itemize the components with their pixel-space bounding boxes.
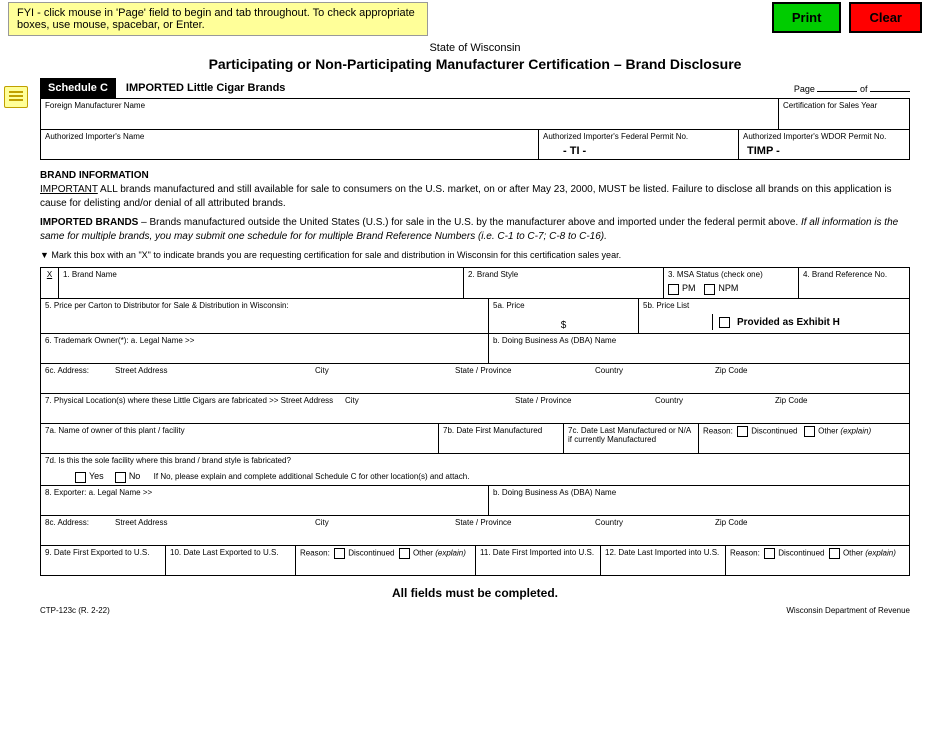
imported-text: IMPORTED BRANDS – Brands manufactured ou…: [40, 216, 910, 243]
field-6c-address[interactable]: 6c. Address: Street Address City State /…: [41, 363, 909, 393]
field-7b-first-mfr[interactable]: 7b. Date First Manufactured: [439, 423, 564, 453]
state-label: State of Wisconsin: [40, 42, 910, 54]
exhibit-label: Provided as Exhibit H: [733, 317, 840, 328]
fed-permit[interactable]: Authorized Importer's Federal Permit No.…: [539, 129, 739, 159]
field-brand-ref[interactable]: 4. Brand Reference No.: [799, 268, 909, 298]
field-10-reason: Reason: Discontinued Other (explain): [296, 545, 476, 575]
schedule-label: IMPORTED Little Cigar Brands: [126, 82, 286, 94]
no-checkbox[interactable]: [115, 472, 126, 483]
brand-form: X 1. Brand Name 2. Brand Style 3. MSA St…: [40, 267, 910, 575]
field-7-location[interactable]: 7. Physical Location(s) where these Litt…: [41, 393, 909, 423]
field-msa-status: 3. MSA Status (check one) PM NPM: [664, 268, 799, 298]
yes-checkbox[interactable]: [75, 472, 86, 483]
field-11[interactable]: 11. Date First Imported into U.S.: [476, 545, 601, 575]
pm-checkbox[interactable]: [668, 284, 679, 295]
footer-msg: All fields must be completed.: [40, 586, 910, 600]
brand-info-heading: BRAND INFORMATION: [40, 170, 910, 181]
exhibit-checkbox[interactable]: [719, 317, 730, 328]
auth-importer-name[interactable]: Authorized Importer's Name: [41, 129, 539, 159]
page-of: Page of: [794, 82, 910, 94]
other-checkbox-12[interactable]: [829, 548, 840, 559]
field-trademark-owner[interactable]: 6. Trademark Owner(*): a. Legal Name >>: [41, 333, 489, 363]
field-8b-dba[interactable]: b. Doing Business As (DBA) Name: [489, 485, 909, 515]
field-brand-name[interactable]: 1. Brand Name: [59, 268, 464, 298]
mark-instruction: ▼ Mark this box with an "X" to indicate …: [40, 249, 910, 261]
important-text: IMPORTANT ALL brands manufactured and st…: [40, 183, 910, 210]
field-9[interactable]: 9. Date First Exported to U.S.: [41, 545, 166, 575]
dept-label: Wisconsin Department of Revenue: [786, 606, 910, 615]
x-mark-cell[interactable]: X: [41, 268, 59, 298]
page-field[interactable]: [817, 82, 857, 92]
schedule-badge: Schedule C: [40, 78, 116, 98]
print-button[interactable]: Print: [772, 2, 842, 33]
fyi-notice: FYI - click mouse in 'Page' field to beg…: [8, 2, 428, 36]
disc-checkbox-12[interactable]: [764, 548, 775, 559]
field-7d-sole: 7d. Is this the sole facility where this…: [41, 453, 909, 484]
disc-checkbox-7[interactable]: [737, 426, 748, 437]
field-12[interactable]: 12. Date Last Imported into U.S.: [601, 545, 726, 575]
foreign-mfr-name[interactable]: Foreign Manufacturer Name: [41, 99, 779, 129]
field-brand-style[interactable]: 2. Brand Style: [464, 268, 664, 298]
field-price-carton[interactable]: 5. Price per Carton to Distributor for S…: [41, 298, 489, 333]
npm-checkbox[interactable]: [704, 284, 715, 295]
field-8c-address[interactable]: 8c. Address: Street Address City State /…: [41, 515, 909, 545]
page-title: Participating or Non-Participating Manuf…: [40, 56, 910, 72]
field-7c-reason: Reason: Discontinued Other (explain): [699, 423, 909, 453]
page-total-field[interactable]: [870, 82, 910, 92]
field-dba-trademark[interactable]: b. Doing Business As (DBA) Name: [489, 333, 909, 363]
field-price[interactable]: 5a. Price $: [489, 298, 639, 333]
wdor-permit[interactable]: Authorized Importer's WDOR Permit No. TI…: [739, 129, 909, 159]
field-8-exporter[interactable]: 8. Exporter: a. Legal Name >>: [41, 485, 489, 515]
field-7a-owner[interactable]: 7a. Name of owner of this plant / facili…: [41, 423, 439, 453]
field-price-list: 5b. Price List Provided as Exhibit H: [639, 298, 909, 333]
field-12-reason: Reason: Discontinued Other (explain): [726, 545, 909, 575]
disc-checkbox-10[interactable]: [334, 548, 345, 559]
sticky-note-icon[interactable]: [4, 86, 28, 108]
other-checkbox-10[interactable]: [399, 548, 410, 559]
other-checkbox-7[interactable]: [804, 426, 815, 437]
cert-year[interactable]: Certification for Sales Year: [779, 99, 909, 129]
header-block: Foreign Manufacturer Name Certification …: [40, 98, 910, 160]
field-10[interactable]: 10. Date Last Exported to U.S.: [166, 545, 296, 575]
field-7c-last-mfr[interactable]: 7c. Date Last Manufactured or N/A if cur…: [564, 423, 699, 453]
clear-button[interactable]: Clear: [849, 2, 922, 33]
form-number: CTP-123c (R. 2-22): [40, 606, 110, 615]
